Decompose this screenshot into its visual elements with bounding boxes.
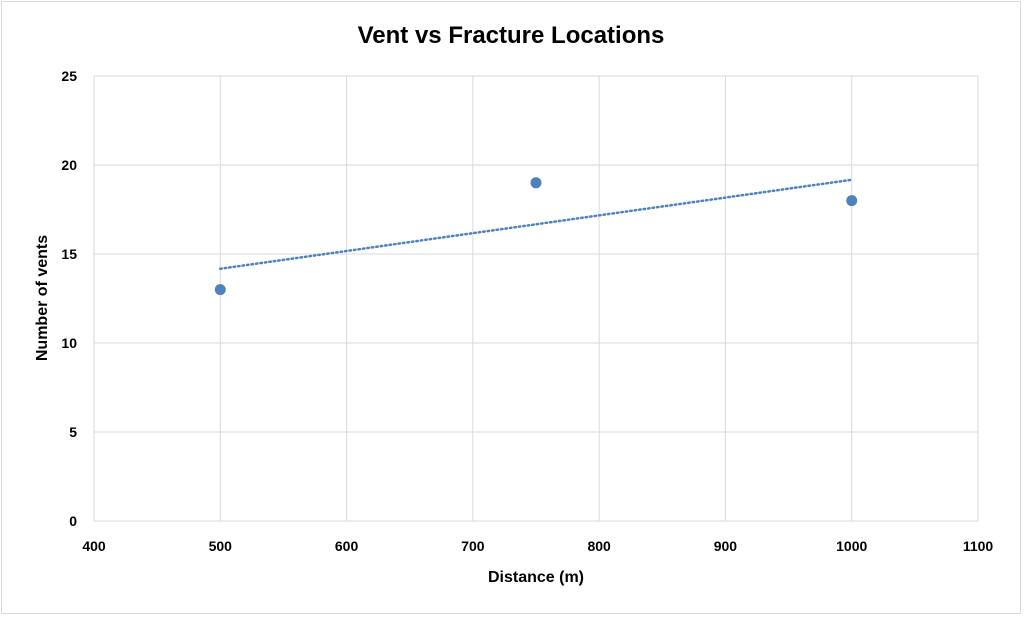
x-tick-label: 800	[587, 538, 611, 554]
y-tick-label: 0	[69, 513, 77, 529]
y-tick-label: 10	[61, 335, 77, 351]
data-point	[214, 284, 226, 296]
y-tick-label: 25	[61, 68, 77, 84]
y-tick-labels: 0 5 10 15 20 25	[61, 68, 77, 529]
x-tick-label: 1000	[836, 538, 867, 554]
x-tick-label: 500	[209, 538, 233, 554]
x-tick-label: 400	[82, 538, 106, 554]
chart-title: Vent vs Fracture Locations	[358, 22, 665, 49]
data-point	[846, 195, 858, 207]
gridlines	[93, 75, 979, 522]
data-points	[214, 177, 858, 296]
x-tick-label: 700	[461, 538, 485, 554]
trendline	[219, 178, 853, 271]
data-point	[530, 177, 542, 189]
x-tick-label: 900	[714, 538, 738, 554]
y-tick-label: 5	[69, 424, 77, 440]
x-axis-title: Distance (m)	[488, 569, 584, 586]
x-tick-labels: 400 500 600 700 800 900 1000 1100	[82, 538, 993, 554]
x-tick-label: 600	[335, 538, 359, 554]
y-tick-label: 15	[61, 246, 77, 262]
x-tick-label: 1100	[963, 538, 994, 554]
y-axis-title: Number of vents	[34, 235, 51, 361]
trendline-layer	[219, 178, 853, 271]
y-tick-label: 20	[61, 157, 77, 173]
